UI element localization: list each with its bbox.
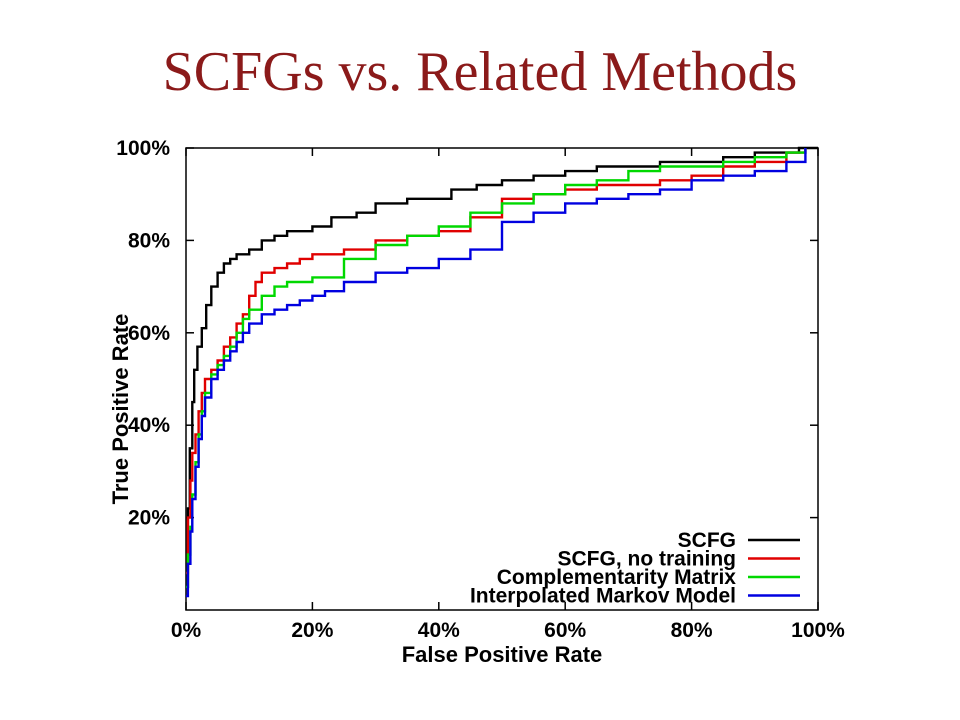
y-axis-ticks: 20% 40% 60% 80% 100%	[116, 137, 818, 530]
x-tick-label: 0%	[171, 619, 202, 642]
x-tick-label: 40%	[418, 619, 460, 642]
legend-label-complementarity-matrix: Complementarity Matrix	[497, 566, 737, 589]
legend-label-interpolated-markov-model: Interpolated Markov Model	[470, 585, 736, 608]
x-axis-label: False Positive Rate	[402, 642, 603, 667]
series-lines	[186, 146, 818, 598]
plot-border	[185, 147, 819, 611]
x-tick-label: 80%	[671, 619, 713, 642]
y-tick-label: 40%	[128, 414, 170, 437]
x-tick-label: 60%	[544, 619, 586, 642]
series-line-scfg	[186, 146, 818, 589]
y-tick-label: 100%	[116, 137, 170, 160]
series-line-complementarity-matrix	[186, 148, 807, 589]
series-line-scfg-no-training	[186, 148, 807, 575]
y-tick-label: 20%	[128, 507, 170, 530]
y-tick-label: 80%	[128, 229, 170, 252]
y-tick-label: 60%	[128, 322, 170, 345]
series-line-interpolated-markov-model	[186, 148, 807, 598]
x-axis-ticks: 0% 20% 40% 60% 80% 100%	[171, 148, 845, 642]
x-tick-label: 20%	[291, 619, 333, 642]
legend-label-scfg: SCFG	[678, 529, 736, 552]
plot-frame	[185, 147, 819, 611]
slide-title: SCFGs vs. Related Methods	[162, 41, 798, 103]
x-tick-label: 100%	[791, 619, 845, 642]
legend-label-scfg-no-training: SCFG, no training	[558, 548, 737, 571]
y-axis-label: True Positive Rate	[108, 314, 133, 505]
